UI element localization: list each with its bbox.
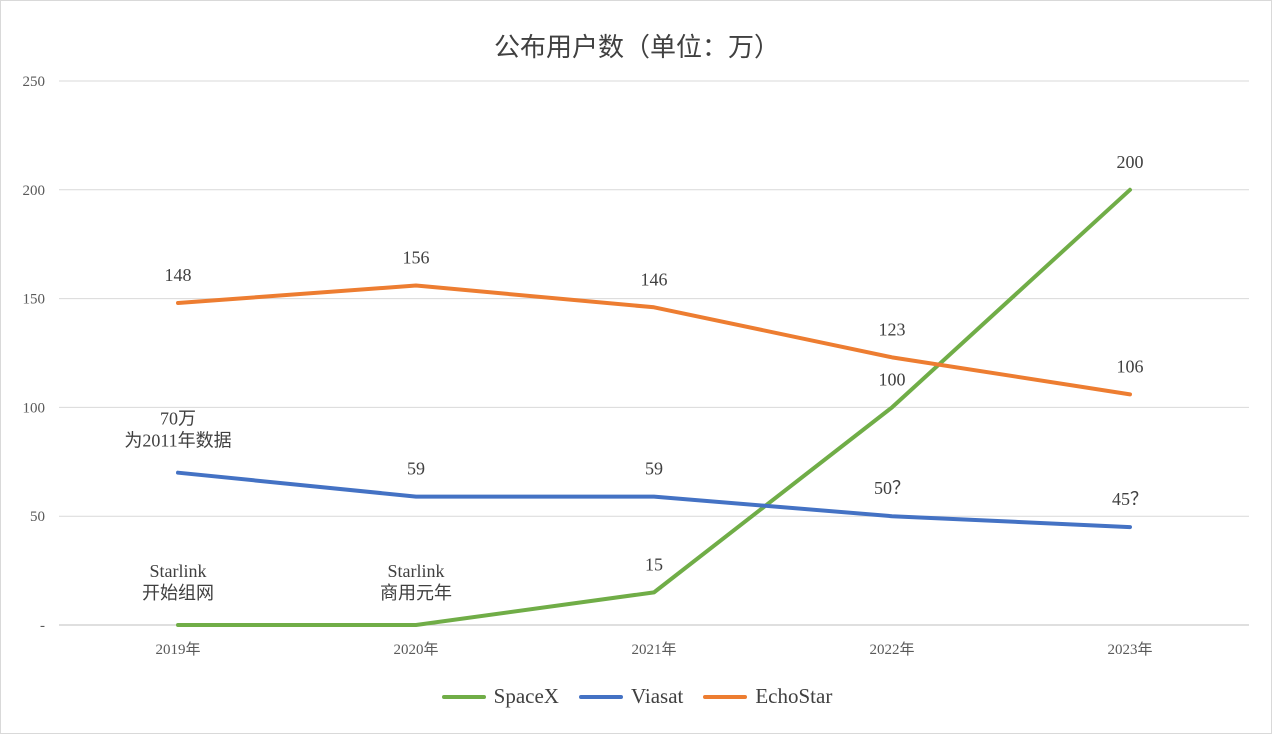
data-label: 200: [1117, 152, 1144, 172]
annotation-text: 70万: [160, 409, 196, 429]
legend: SpaceX Viasat EchoStar: [1, 684, 1272, 709]
data-label: 15: [645, 554, 663, 574]
legend-label: EchoStar: [755, 684, 833, 708]
x-tick-label: 2021年: [631, 641, 676, 658]
annotation-text: 为2011年数据: [124, 431, 231, 451]
legend-label: Viasat: [630, 684, 684, 708]
y-tick-label: 100: [23, 400, 46, 416]
data-label: 123: [879, 319, 906, 339]
y-tick-label: 200: [23, 183, 46, 199]
data-label: 50？: [874, 478, 910, 498]
y-tick-label: 50: [30, 509, 45, 525]
legend-label: SpaceX: [493, 684, 559, 708]
data-label: 59: [407, 459, 425, 479]
data-label: 148: [165, 265, 192, 285]
x-tick-label: 2023年: [1107, 641, 1152, 658]
y-axis-ticks: - 50 100 150 200 250: [23, 74, 46, 634]
x-axis-ticks: 2019年 2020年 2021年 2022年 2023年: [155, 641, 1152, 658]
data-label: 100: [879, 369, 906, 389]
data-labels: 15 100 200 59 59 50？ 45？ 148 156 146 123 106: [165, 152, 1149, 575]
series-line-viasat: [176, 470, 1132, 530]
y-tick-label: -: [40, 618, 45, 634]
data-label: 156: [403, 248, 430, 268]
legend-swatch: [578, 694, 623, 699]
series-line-echostar: [176, 283, 1132, 397]
y-tick-label: 150: [23, 292, 46, 308]
annotation-text: Starlink: [150, 561, 207, 581]
chart-title: 公布用户数（单位：万）: [493, 33, 780, 63]
gridlines: [59, 80, 1249, 626]
legend-entry-viasat: Viasat: [578, 684, 684, 709]
x-tick-label: 2020年: [393, 641, 438, 658]
legend-entry-echostar: EchoStar: [703, 684, 832, 709]
data-label: 106: [1117, 356, 1144, 376]
legend-swatch: [703, 694, 748, 699]
annotation-text: 开始组网: [142, 583, 214, 603]
annotation-text: 商用元年: [380, 583, 452, 603]
series-lines: [176, 187, 1132, 627]
x-tick-label: 2022年: [869, 641, 914, 658]
annotation-text: Starlink: [388, 561, 445, 581]
data-label: 59: [645, 459, 663, 479]
data-label: 146: [641, 269, 668, 289]
legend-swatch: [441, 694, 486, 699]
y-tick-label: 250: [23, 74, 46, 90]
series-line-spacex: [176, 187, 1132, 627]
legend-entry-spacex: SpaceX: [441, 684, 559, 709]
x-tick-label: 2019年: [155, 641, 200, 658]
data-label: 45？: [1112, 489, 1148, 509]
